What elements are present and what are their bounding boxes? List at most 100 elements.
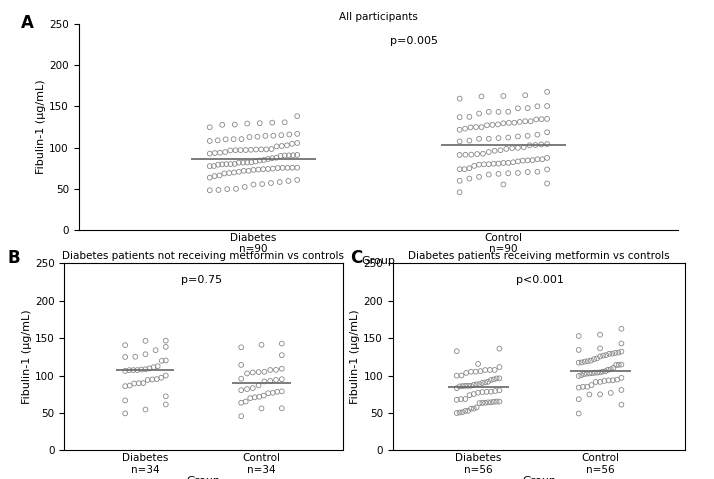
Point: [503, 159, 514, 167]
Point: [148, 364, 159, 371]
Point: [241, 370, 253, 377]
Point: [119, 397, 131, 404]
Point: [581, 370, 593, 377]
Point: [204, 162, 216, 170]
Point: [586, 369, 598, 377]
Point: [233, 168, 245, 176]
Point: [291, 176, 303, 184]
Point: [483, 399, 494, 406]
Point: [454, 151, 466, 159]
Point: [240, 146, 251, 154]
Point: [541, 88, 553, 96]
Point: [261, 146, 272, 153]
Point: [262, 165, 273, 173]
Point: [140, 406, 151, 413]
Point: [281, 141, 293, 149]
Point: [541, 180, 553, 187]
Point: [204, 137, 216, 145]
Point: [279, 152, 291, 160]
Point: [603, 350, 615, 358]
Point: [160, 343, 171, 351]
Point: [522, 168, 533, 176]
Point: [492, 121, 503, 128]
Point: [243, 167, 254, 175]
Point: [128, 366, 139, 374]
Point: [460, 407, 471, 415]
Point: [488, 160, 499, 168]
Point: [248, 181, 259, 188]
Point: [272, 164, 283, 172]
Point: [477, 388, 488, 396]
Point: [481, 388, 493, 396]
Point: [463, 382, 474, 389]
Point: [594, 331, 605, 339]
Point: [508, 119, 520, 126]
Point: [457, 382, 468, 390]
Point: [268, 132, 279, 139]
Point: [291, 139, 303, 147]
Point: [536, 140, 547, 148]
Point: [454, 137, 466, 145]
Point: [213, 186, 224, 194]
Point: [483, 108, 495, 116]
Point: [150, 346, 161, 354]
Point: [274, 178, 286, 186]
Point: [607, 376, 618, 384]
Point: [276, 376, 288, 383]
Point: [454, 409, 466, 416]
Point: [152, 363, 164, 370]
Point: [236, 135, 247, 143]
Point: [271, 154, 282, 161]
Point: [457, 409, 468, 416]
Point: [615, 340, 627, 347]
Point: [129, 380, 140, 388]
Point: [493, 375, 505, 382]
Point: [610, 361, 622, 369]
Point: [484, 366, 496, 374]
Point: [245, 146, 256, 154]
Point: [608, 364, 619, 372]
Point: [600, 351, 612, 359]
Point: [471, 404, 483, 411]
Point: [473, 110, 485, 117]
Point: [456, 372, 467, 379]
Point: [532, 156, 543, 163]
Point: [251, 146, 262, 153]
Point: [253, 166, 264, 173]
Point: [228, 169, 240, 176]
Point: [451, 384, 463, 392]
Point: [483, 171, 495, 178]
Point: [466, 151, 477, 159]
Point: [512, 158, 523, 165]
Point: [471, 380, 483, 388]
Point: [576, 359, 588, 366]
Point: [468, 390, 480, 398]
Point: [583, 391, 595, 399]
Point: [218, 170, 230, 177]
Point: [156, 357, 167, 365]
Point: [256, 146, 267, 153]
Point: [583, 370, 595, 377]
Text: p=0.005: p=0.005: [391, 36, 438, 46]
X-axis label: Group: Group: [361, 256, 396, 266]
Point: [503, 108, 514, 115]
Point: [490, 387, 501, 395]
Point: [276, 142, 288, 150]
Point: [213, 171, 225, 179]
Point: [451, 347, 463, 355]
Point: [468, 405, 480, 412]
Point: [275, 152, 286, 160]
Point: [223, 169, 235, 177]
Point: [575, 371, 587, 379]
Point: [603, 376, 614, 384]
Point: [219, 148, 231, 156]
Point: [590, 378, 601, 386]
Title: Diabetes patients not receiving metformin vs controls: Diabetes patients not receiving metformi…: [63, 251, 344, 261]
Point: [266, 145, 277, 153]
Point: [244, 394, 256, 402]
Point: [241, 385, 253, 393]
Point: [470, 368, 481, 376]
Point: [463, 137, 475, 145]
Point: [260, 132, 271, 140]
Point: [488, 398, 500, 406]
